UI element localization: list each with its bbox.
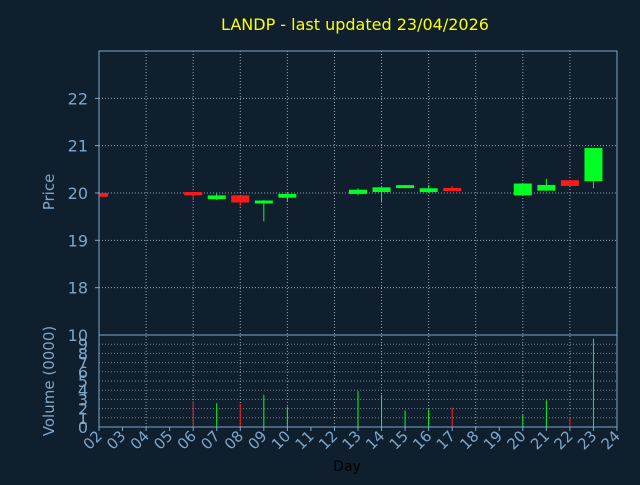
x-tick-label: 24 [598,427,624,453]
x-tick-label: 12 [315,427,341,453]
price-tick-label: 19 [68,231,88,250]
plot-frames [95,50,618,431]
candlesticks [98,148,603,222]
grid-lines [99,51,617,428]
candle-body [207,195,226,200]
price-tick-label: 20 [68,184,88,203]
candle-body [513,183,532,196]
x-tick-label: 10 [268,427,294,453]
volume-tick-label: 3 [78,390,88,409]
x-tick-label: 05 [150,427,176,453]
x-tick-label: 22 [551,427,577,453]
x-tick-label: 23 [574,427,600,453]
candle-body [560,180,579,186]
volume-tick-label: 1 [78,409,88,428]
x-tick-label: 08 [221,427,247,453]
candle-body [254,200,273,204]
volume-tick-label: 2 [78,400,88,419]
x-tick-label: 20 [503,427,529,453]
volume-tick-label: 7 [78,354,88,373]
x-tick-label: 13 [339,427,365,453]
candle-body [278,193,297,198]
x-tick-label: 09 [244,427,270,453]
volume-tick-label: 10 [68,326,88,345]
candle-body [537,184,556,191]
candle-body [99,193,108,197]
x-tick-label: 17 [433,427,459,453]
candle-body [372,187,391,193]
candle-body [184,192,203,196]
x-tick-label: 03 [103,427,129,453]
volume-bars [192,338,594,427]
x-tick-label: 04 [127,427,153,453]
volume-tick-label: 4 [78,381,88,400]
x-tick-label: 11 [292,427,318,453]
price-tick-labels: 18 19 20 21 22 [68,89,88,297]
x-axis-label: Day [333,459,361,475]
x-tick-label: 16 [409,427,435,453]
candle-body [231,195,250,203]
x-tick-label: 14 [362,427,388,453]
x-tick-label: 21 [527,427,553,453]
price-axis-label: Price [40,174,58,211]
price-tick-label: 21 [68,137,88,156]
price-tick-label: 18 [68,279,88,298]
candle-body [443,187,462,191]
volume-tick-label: 8 [78,344,88,363]
volume-tick-label: 0 [78,418,88,437]
candle-body [419,188,438,193]
x-tick-label: 06 [174,427,200,453]
volume-tick-label: 9 [78,335,88,354]
price-tick-label: 22 [68,89,88,108]
candle-body [584,148,603,182]
volume-tick-label: 5 [78,372,88,391]
candle-body [396,185,415,189]
x-tick-label: 07 [197,427,223,453]
x-tick-label: 18 [456,427,482,453]
x-tick-label: 19 [480,427,506,453]
chart-title: LANDP - last updated 23/04/2026 [221,15,489,34]
candle-body [349,189,367,194]
x-tick-label: 15 [386,427,412,453]
volume-axis-label: Volume (0000) [40,326,58,436]
x-tick-labels: 0203040506070809101112131415161718192021… [80,427,624,453]
volume-tick-label: 6 [78,363,88,382]
